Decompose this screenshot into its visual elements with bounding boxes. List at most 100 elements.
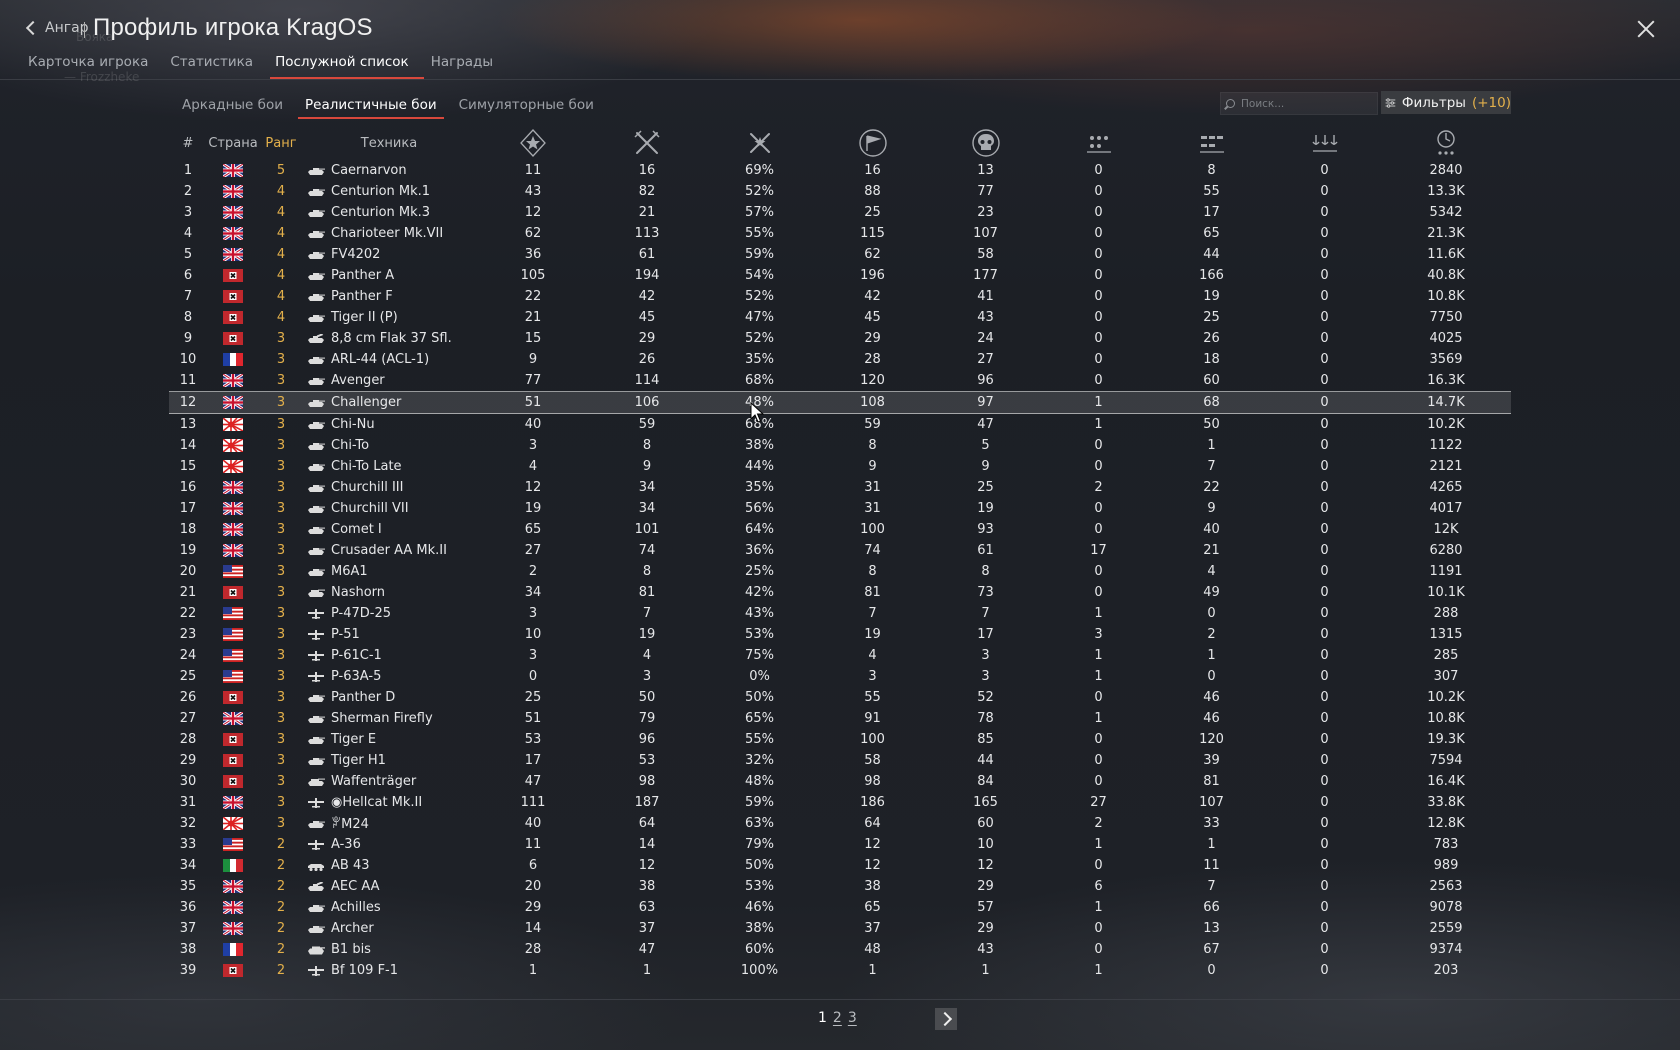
table-row[interactable]: 21 3 Nashorn 34 81 42% 81 73 0 49 0 10.1K	[169, 582, 1511, 603]
filters-label: Фильтры	[1401, 94, 1466, 111]
back-to-hangar-button[interactable]: Ангар	[25, 20, 89, 36]
table-row[interactable]: 24 3 P-61C-1 3 4 75% 4 3 1 1 0 285	[169, 645, 1511, 666]
table-row[interactable]: 31 3 ◉Hellcat Mk.II 111 187 59% 186 165 27 107 0 33…	[169, 792, 1511, 813]
ground-kills-cell: 39	[1203, 753, 1220, 768]
table-row[interactable]: 25 3 P-63A-5 0 3 0% 3 3 1 0 0 307	[169, 666, 1511, 687]
next-page-button[interactable]	[935, 1008, 957, 1030]
column-header-number[interactable]: #	[182, 135, 194, 151]
row-number: 23	[179, 627, 197, 642]
table-row[interactable]: 5 4 FV4202 36 61 59% 62 58 0 44 0 11.6K	[169, 244, 1511, 265]
table-row[interactable]: 6 4 Panther A 105 194 54% 196 177 0 166 0 40.8K	[169, 265, 1511, 286]
tab-realistic[interactable]: Реалистичные бои	[294, 95, 448, 119]
vehicle-cell: AEC AA	[303, 876, 475, 897]
germany-flag-icon	[223, 332, 243, 345]
column-header-activity[interactable]	[1381, 126, 1511, 160]
naval-kills-cell: 0	[1320, 879, 1329, 894]
column-header-naval-kills[interactable]	[1268, 126, 1381, 160]
page-2-link[interactable]: 2	[832, 1010, 842, 1026]
search-icon	[1226, 99, 1235, 108]
table-row[interactable]: 16 3 Churchill III 12 34 35% 31 25 2 22 0 4265	[169, 477, 1511, 498]
column-header-battles[interactable]	[591, 126, 703, 160]
table-row[interactable]: 15 3 Chi-To Late 4 9 44% 9 9 0 7 0 2121	[169, 456, 1511, 477]
france-flag-icon	[223, 353, 243, 366]
table-row[interactable]: 8 4 Tiger II (P) 21 45 47% 45 43 0 25 0 7750	[169, 307, 1511, 328]
table-row[interactable]: 37 2 Archer 14 37 38% 37 29 0 13 0 2559	[169, 918, 1511, 939]
table-row[interactable]: 3 4 Centurion Mk.3 12 21 57% 25 23 0 17 0 5342	[169, 202, 1511, 223]
japan-flag-icon	[223, 439, 243, 452]
table-row[interactable]: 36 2 Achilles 29 63 46% 65 57 1 66 0 9078	[169, 897, 1511, 918]
table-row[interactable]: 32 3 ꐕM24 40 64 63% 64 60 2 33 0 12.8K	[169, 813, 1511, 834]
respawns-cell: 55	[864, 690, 881, 705]
search-box[interactable]	[1220, 92, 1378, 115]
naval-kills-cell: 0	[1320, 352, 1329, 367]
respawns-cell: 65	[864, 900, 881, 915]
ground-kills-cell: 0	[1207, 669, 1216, 684]
filters-button[interactable]: Фильтры (+10)	[1381, 91, 1511, 114]
table-row[interactable]: 13 3 Chi-Nu 40 59 68% 59 47 1 50 0 10.2K	[169, 414, 1511, 436]
column-header-deaths[interactable]	[929, 126, 1042, 160]
column-header-ground-kills[interactable]	[1155, 126, 1268, 160]
naval-kills-cell: 0	[1320, 669, 1329, 684]
tank-icon	[308, 167, 325, 175]
table-row[interactable]: 26 3 Panther D 25 50 50% 55 52 0 46 0 10.2K	[169, 687, 1511, 708]
table-row[interactable]: 23 3 P-51 10 19 53% 19 17 3 2 0 1315	[169, 624, 1511, 645]
row-number: 37	[179, 921, 197, 936]
winrate-cell: 60%	[745, 942, 774, 957]
table-row[interactable]: 30 3 Waffenträger 47 98 48% 98 84 0 81 0 16.4K	[169, 771, 1511, 792]
tab-simulator[interactable]: Симуляторные бои	[458, 97, 594, 113]
row-number: 10	[179, 352, 197, 367]
column-header-respawns[interactable]	[816, 126, 929, 160]
column-header-vehicle[interactable]: Техника	[360, 135, 418, 151]
table-row[interactable]: 28 3 Tiger E 53 96 55% 100 85 0 120 0 19.3K	[169, 729, 1511, 750]
activity-cell: 4017	[1429, 501, 1463, 516]
victories-cell: 53	[524, 732, 542, 747]
winrate-cell: 63%	[745, 816, 774, 831]
table-row[interactable]: 39 2 Bf 109 F-1 1 1 100% 1 1 1 0 0 203	[169, 960, 1511, 981]
search-input[interactable]	[1239, 96, 1373, 111]
naval-kills-icon	[1311, 135, 1338, 152]
table-row[interactable]: 7 4 Panther F 22 42 52% 42 41 0 19 0 10.8K	[169, 286, 1511, 307]
table-row[interactable]: 17 3 Churchill VII 19 34 56% 31 19 0 9 0 4017	[169, 498, 1511, 519]
table-row[interactable]: 4 4 Charioteer Mk.VII 62 113 55% 115 107 0 65 0 21.…	[169, 223, 1511, 244]
table-row[interactable]: 10 3 ARL-44 (ACL-1) 9 26 35% 28 27 0 18 0 3569	[169, 349, 1511, 370]
tab-player-card[interactable]: Карточка игрока	[28, 54, 149, 70]
table-row[interactable]: 38 2 B1 bis 28 47 60% 48 43 0 67 0 9374	[169, 939, 1511, 960]
table-row[interactable]: 19 3 Crusader AA Mk.II 27 74 36% 74 61 17 21 0 6280	[169, 540, 1511, 561]
column-header-country[interactable]: Страна	[208, 135, 258, 151]
table-row[interactable]: 9 3 8,8 cm Flak 37 Sfl. 15 29 52% 29 24 0 26 0 4025	[169, 328, 1511, 349]
tab-arcade[interactable]: Аркадные бои	[182, 97, 284, 113]
naval-kills-cell: 0	[1320, 837, 1329, 852]
tab-statistics[interactable]: Статистика	[170, 54, 254, 70]
vehicle-name: Achilles	[331, 900, 381, 915]
table-row[interactable]: 14 3 Chi-To 3 8 38% 8 5 0 1 0 1122	[169, 435, 1511, 456]
column-header-rank[interactable]: Ранг	[265, 135, 297, 151]
page-1-link[interactable]: 1	[818, 1010, 827, 1026]
table-row[interactable]: 27 3 Sherman Firefly 51 79 65% 91 78 1 46 0 10.8K	[169, 708, 1511, 729]
column-header-air-kills[interactable]	[1042, 126, 1155, 160]
column-header-winrate[interactable]	[703, 126, 816, 160]
table-row[interactable]: 1 5 Caernarvon 11 16 69% 16 13 0 8 0 2840	[169, 160, 1511, 181]
naval-kills-cell: 0	[1320, 564, 1329, 579]
table-row[interactable]: 22 3 P-47D-25 3 7 43% 7 7 1 0 0 288	[169, 603, 1511, 624]
row-number: 29	[179, 753, 197, 768]
page-3-link[interactable]: 3	[847, 1010, 857, 1026]
battles-icon	[634, 130, 660, 154]
table-row[interactable]: 2 4 Centurion Mk.1 43 82 52% 88 77 0 55 0 13.3K	[169, 181, 1511, 202]
tab-awards[interactable]: Награды	[430, 54, 494, 70]
victories-cell: 3	[528, 648, 538, 663]
close-icon[interactable]	[1635, 18, 1657, 40]
vehicle-name: Chi-To Late	[331, 459, 402, 474]
table-row[interactable]: 18 3 Comet I 65 101 64% 100 93 0 40 0 12K	[169, 519, 1511, 540]
table-row[interactable]: 12 3 Challenger 51 106 48% 108 97 1 68 0 14.7K	[169, 391, 1511, 414]
rank-cell: 5	[276, 163, 286, 178]
tab-service-record[interactable]: Послужной список	[264, 52, 424, 79]
table-row[interactable]: 35 2 AEC AA 20 38 53% 38 29 6 7 0 2563	[169, 876, 1511, 897]
column-header-victories[interactable]	[475, 126, 591, 160]
table-row[interactable]: 20 3 M6A1 2 8 25% 8 8 0 4 0 1191	[169, 561, 1511, 582]
ground-kills-cell: 19	[1203, 289, 1220, 304]
air-kills-cell: 0	[1094, 331, 1103, 346]
table-row[interactable]: 11 3 Avenger 77 114 68% 120 96 0 60 0 16.3K	[169, 370, 1511, 392]
table-row[interactable]: 29 3 Tiger H1 17 53 32% 58 44 0 39 0 7594	[169, 750, 1511, 771]
table-row[interactable]: 33 2 A-36 11 14 79% 12 10 1 1 0 783	[169, 834, 1511, 855]
table-row[interactable]: 34 2 AB 43 6 12 50% 12 12 0 11 0 989	[169, 855, 1511, 876]
